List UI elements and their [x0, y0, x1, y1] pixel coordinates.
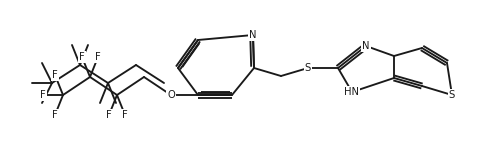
Text: N: N: [362, 41, 370, 51]
Text: F: F: [52, 70, 58, 80]
Text: S: S: [449, 90, 455, 100]
Text: F: F: [122, 110, 128, 120]
Text: F: F: [52, 110, 58, 120]
Text: S: S: [305, 63, 311, 73]
Text: F: F: [95, 52, 101, 62]
Text: F: F: [106, 110, 112, 120]
Text: N: N: [249, 30, 257, 40]
Text: O: O: [167, 90, 175, 100]
Text: F: F: [79, 52, 85, 62]
Text: F: F: [40, 90, 46, 100]
Text: HN: HN: [345, 87, 360, 97]
